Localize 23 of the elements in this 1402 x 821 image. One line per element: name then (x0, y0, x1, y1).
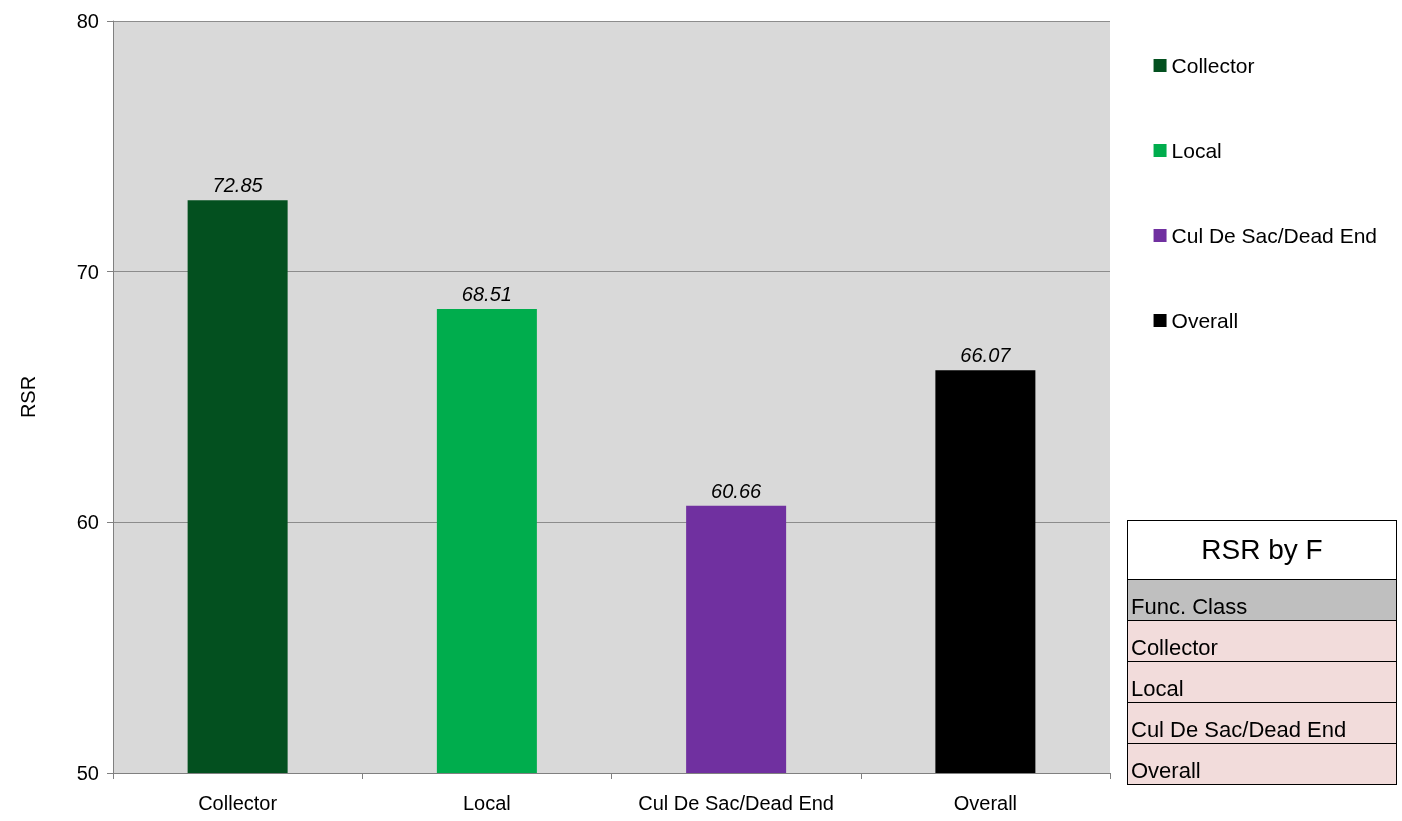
legend-label: Overall (1171, 309, 1239, 332)
x-tick-label: Overall (953, 792, 1018, 814)
x-tick-label: Collector (198, 792, 278, 814)
text: Func. Class (1128, 579, 1396, 620)
x-tick-label: Local (462, 792, 511, 814)
legend-label: Cul De Sac/Dead End (1171, 224, 1378, 247)
text: Overall (1128, 743, 1396, 784)
text: RSR by F (1200, 533, 1324, 567)
y-tick-label: 60 (76, 511, 99, 534)
data-label: 66.07 (960, 344, 1012, 367)
text: Local (1128, 661, 1396, 702)
legend-label: Local (1171, 139, 1222, 162)
y-axis-title: RSR (17, 375, 39, 419)
data-label: 68.51 (461, 283, 512, 306)
x-tick-label: Cul De Sac/Dead End (638, 792, 834, 814)
text: Collector (1128, 620, 1396, 661)
y-tick-label: 50 (76, 762, 99, 784)
y-tick-label: 70 (76, 260, 99, 283)
text: Cul De Sac/Dead End (1128, 702, 1396, 743)
data-label: 60.66 (711, 479, 763, 502)
legend-label: Collector (1171, 54, 1255, 77)
data-label: 72.85 (212, 174, 264, 197)
y-tick-label: 80 (76, 10, 99, 32)
